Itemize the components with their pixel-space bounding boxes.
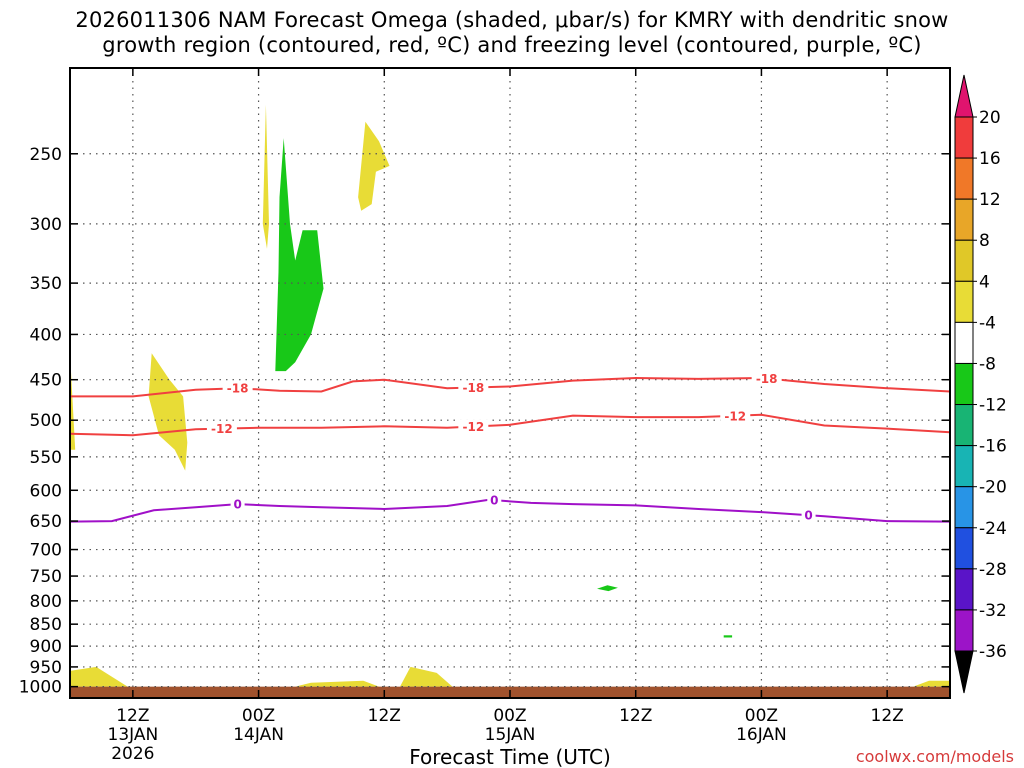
x-tick-label-30-1: 12Z (368, 706, 401, 726)
y-tick-label-1000: 1000 (19, 678, 62, 698)
colorbar-label-4: 4 (979, 272, 990, 292)
y-tick-label-450: 450 (30, 371, 62, 391)
contour-label-dgz-minus18-0: -18 (227, 382, 249, 396)
y-tick-label-850: 850 (30, 615, 62, 635)
x-tick-label-6-3: 2026 (111, 744, 154, 764)
x-tick-label-66-1: 00Z (745, 706, 778, 726)
contour-label-bg-dgz-minus18-1 (458, 380, 489, 395)
x-tick-label-42-1: 00Z (493, 706, 526, 726)
y-tick-label-650: 650 (30, 512, 62, 532)
colorbar-segment-9 (954, 486, 974, 529)
y-tick-label-350: 350 (30, 274, 62, 294)
y-tick-label-600: 600 (30, 481, 62, 501)
colorbar-segment-8 (954, 445, 974, 488)
contour-label-bg-dgz-minus12-0 (206, 421, 237, 436)
x-tick-label-6-2: 13JAN (108, 725, 159, 745)
plot-layer: -18 -18 -18 -12 -12 -12 0 0 0 (70, 68, 950, 698)
colorbar-segment-10 (954, 527, 974, 570)
colorbar-segment-11 (954, 568, 974, 611)
x-tick-label-18-2: 14JAN (233, 725, 284, 745)
contour-label-dgz-minus18-2: -18 (756, 372, 778, 386)
x-tick-label-6-1: 12Z (116, 706, 149, 726)
chart-title: 2026011306 NAM Forecast Omega (shaded, μ… (0, 8, 1024, 58)
omega-region-sinking-yellow-1 (262, 104, 269, 249)
contour-label-bg-dgz-minus18-0 (222, 381, 253, 396)
contour-label-dgz-minus12-0: -12 (211, 422, 233, 436)
y-tick-label-400: 400 (30, 325, 62, 345)
chart-title-line2: growth region (contoured, red, ºC) and f… (102, 33, 922, 57)
omega-region-rising-green-low (597, 585, 618, 592)
colorbar-label-8: -16 (979, 437, 1007, 457)
x-tick-label-66-2: 16JAN (736, 725, 787, 745)
colorbar-label-11: -28 (979, 560, 1007, 580)
omega-region-sinking-yellow-sfc3 (400, 666, 453, 687)
y-tick-label-700: 700 (30, 541, 62, 561)
colorbar-label-7: -12 (979, 396, 1007, 416)
contour-label-freezing-level-1: 0 (490, 494, 498, 508)
colorbar-label-5: -4 (979, 313, 996, 333)
y-tick-label-750: 750 (30, 567, 62, 587)
colorbar-segment-3 (954, 239, 974, 282)
colorbar-segment-12 (954, 609, 974, 652)
y-tick-label-900: 900 (30, 637, 62, 657)
y-tick-label-250: 250 (30, 145, 62, 165)
contour-label-bg-freezing-level-2 (801, 508, 816, 523)
colorbar-label-1: 16 (979, 149, 1001, 169)
x-axis-title: Forecast Time (UTC) (409, 745, 611, 768)
colorbar-segment-1 (954, 157, 974, 200)
contour-label-dgz-minus18-1: -18 (462, 381, 484, 395)
contour-label-dgz-minus12-2: -12 (724, 409, 746, 423)
omega-region-sinking-yellow-sfc2 (295, 680, 379, 687)
colorbar-label-13: -36 (979, 642, 1007, 662)
omega-region-sinking-yellow-sfc4 (913, 680, 950, 687)
contour-label-freezing-level-0: 0 (233, 498, 241, 512)
colorbar-segment-0 (954, 116, 974, 159)
contour-label-bg-dgz-minus12-1 (458, 419, 489, 434)
y-tick-label-950: 950 (30, 658, 62, 678)
y-tick-label-300: 300 (30, 215, 62, 235)
contour-label-bg-dgz-minus18-2 (751, 371, 782, 386)
colorbar-segment-6 (954, 362, 974, 406)
omega-region-sinking-yellow-sfc1 (70, 666, 128, 687)
colorbar-segment-7 (954, 404, 974, 447)
omega-region-sinking-yellow-2 (358, 121, 390, 211)
colorbar-label-6: -8 (979, 354, 996, 374)
contour-label-bg-freezing-level-1 (487, 493, 502, 508)
omega-region-sinking-yellow-4 (70, 353, 76, 450)
y-tick-label-550: 550 (30, 448, 62, 468)
omega-region-rising-green-upper (275, 138, 324, 372)
colorbar-label-3: 8 (979, 231, 990, 251)
colorbar-top-arrow (954, 74, 974, 118)
contour-label-bg-dgz-minus12-2 (720, 408, 751, 423)
colorbar-segment-4 (954, 280, 974, 323)
omega-region-rising-green-dot (723, 635, 733, 638)
colorbar-label-0: 20 (979, 108, 1001, 128)
colorbar-label-10: -24 (979, 519, 1007, 539)
omega-region-sinking-yellow-3 (148, 353, 188, 471)
colorbar-segment-2 (954, 198, 974, 241)
contour-freezing-level (70, 498, 950, 523)
colorbar-label-9: -20 (979, 478, 1007, 498)
x-tick-label-18-1: 00Z (242, 706, 275, 726)
x-tick-label-78-1: 12Z (871, 706, 904, 726)
credit-link[interactable]: coolwx.com/models (855, 747, 1014, 766)
contour-label-freezing-level-2: 0 (804, 509, 812, 523)
x-tick-label-54-1: 12Z (619, 706, 652, 726)
chart-title-line1: 2026011306 NAM Forecast Omega (shaded, μ… (75, 8, 949, 32)
x-tick-label-42-2: 15JAN (485, 725, 536, 745)
colorbar-segment-5 (954, 321, 974, 364)
y-tick-label-500: 500 (30, 411, 62, 431)
y-tick-label-800: 800 (30, 592, 62, 612)
colorbar-label-12: -32 (979, 601, 1007, 621)
contour-label-dgz-minus12-1: -12 (462, 420, 484, 434)
colorbar-label-2: 12 (979, 190, 1001, 210)
colorbar-bottom-arrow (954, 650, 974, 694)
contour-label-bg-freezing-level-0 (230, 497, 245, 512)
